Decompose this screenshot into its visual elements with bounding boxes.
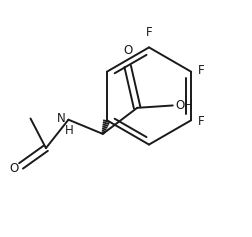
Text: H: H (65, 124, 74, 137)
Text: F: F (145, 26, 152, 39)
Text: O: O (9, 162, 19, 175)
Text: OH: OH (174, 99, 192, 112)
Text: N: N (57, 112, 66, 125)
Text: F: F (197, 115, 204, 128)
Text: O: O (122, 44, 132, 57)
Text: F: F (197, 64, 204, 77)
